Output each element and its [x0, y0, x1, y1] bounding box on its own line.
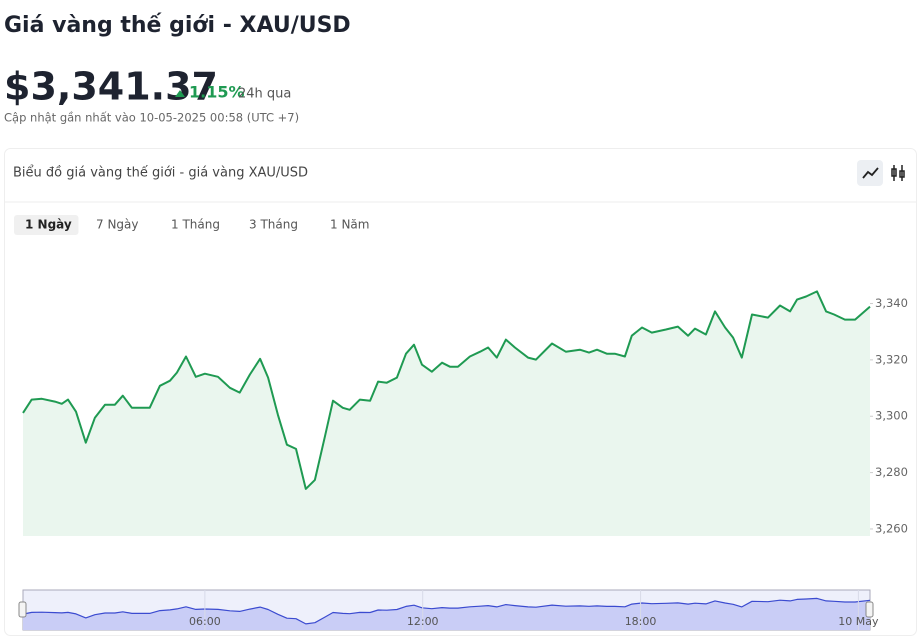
- time-tab[interactable]: 7 Ngày: [96, 218, 139, 232]
- change: 1.15%: [189, 83, 245, 102]
- x-tick-label: 18:00: [625, 615, 657, 628]
- card-title: Biểu đồ giá vàng thế giới - giá vàng XAU…: [13, 166, 308, 181]
- x-tick-label: 06:00: [189, 615, 221, 628]
- time-tab[interactable]: 1 Năm: [330, 218, 369, 232]
- time-tab[interactable]: 3 Tháng: [249, 218, 298, 232]
- tab-bg: [14, 215, 79, 235]
- up-arrow: [175, 90, 185, 97]
- tab-label: 7 Ngày: [96, 218, 139, 232]
- time-tab[interactable]: 1 Tháng: [171, 218, 220, 232]
- time-tab[interactable]: 1 Ngày: [14, 215, 79, 235]
- area-fill: [23, 291, 870, 536]
- y-tick-label: 3,320: [875, 352, 908, 366]
- navigator-line: [22, 597, 871, 625]
- tab-label: 1 Năm: [330, 218, 369, 232]
- y-tick-label: 3,280: [875, 465, 908, 479]
- candle-view-button[interactable]: [891, 165, 905, 181]
- x-tick-label: 12:00: [407, 615, 439, 628]
- navigator-handle[interactable]: [865, 601, 874, 618]
- price: $3,341.37: [4, 65, 218, 109]
- tab-label: 3 Tháng: [249, 218, 298, 232]
- updated: Cập nhật gần nhất vào 10-05-2025 00:58 (…: [4, 111, 299, 125]
- navigator-handle[interactable]: [18, 601, 27, 618]
- line: [22, 290, 871, 490]
- tab-label: 1 Ngày: [25, 218, 72, 232]
- page-title: Giá vàng thế giới - XAU/USD: [4, 13, 351, 38]
- y-tick-label: 3,260: [875, 521, 908, 535]
- x-tick-label: 10 May: [838, 615, 879, 628]
- tab-label: 1 Tháng: [171, 218, 220, 232]
- change-period: 24h qua: [238, 87, 291, 102]
- line-view-button[interactable]: [857, 160, 883, 186]
- navigator-area-fill: [23, 598, 870, 630]
- y-tick-label: 3,300: [875, 409, 908, 423]
- y-tick-label: 3,340: [875, 296, 908, 310]
